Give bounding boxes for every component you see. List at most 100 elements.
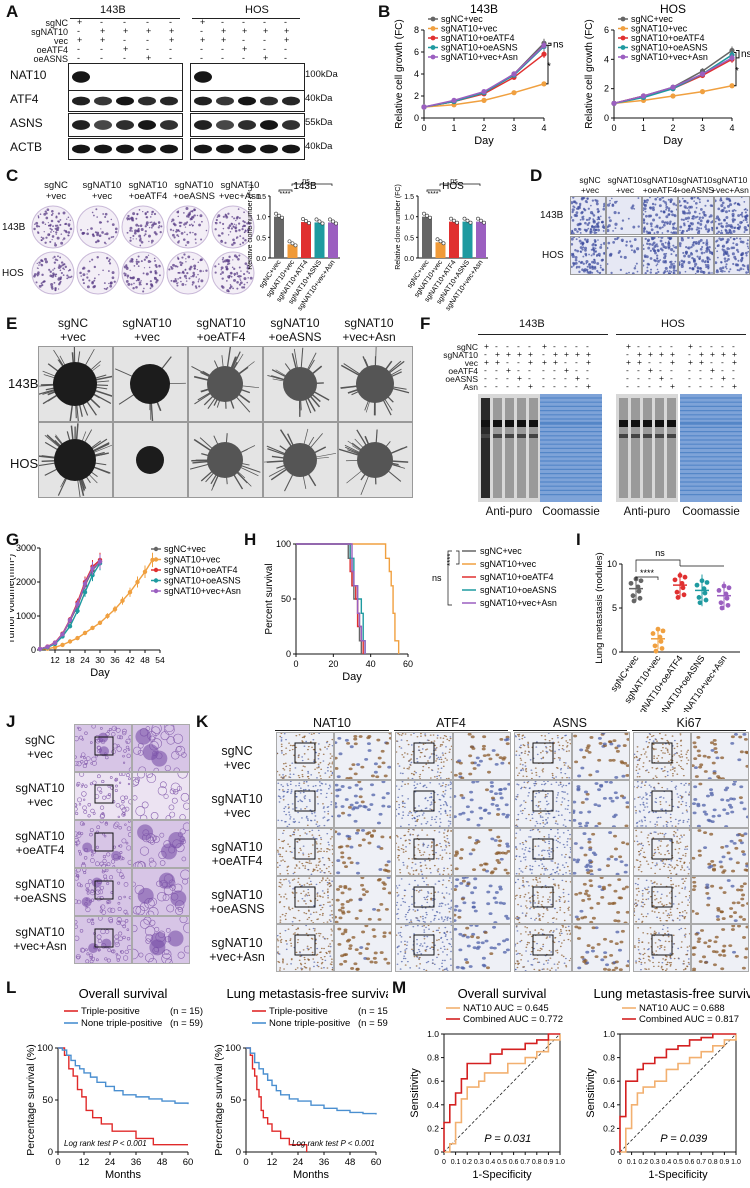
c-colony-dot (135, 217, 138, 220)
k-nucleus (419, 773, 422, 776)
k-nucleus (289, 816, 292, 818)
d-cell (686, 201, 689, 205)
k-nucleus (548, 740, 551, 742)
j-alveolus (122, 761, 126, 764)
bar-dot (320, 221, 325, 226)
f-sign: - (506, 357, 509, 367)
c-colony-dot (59, 219, 62, 221)
c-colony-dot (40, 236, 43, 239)
k-nucleus (515, 735, 517, 737)
sig-bracket (635, 576, 659, 580)
j-metastasis-nodule (170, 890, 187, 907)
d-cell (581, 197, 585, 200)
d-cell (690, 197, 694, 200)
k-nucleus (679, 794, 682, 797)
k-nucleus (528, 792, 530, 794)
c-colony-dot (50, 219, 54, 223)
d-cell (724, 270, 726, 273)
e-spheroid-tile (263, 346, 338, 422)
k-nucleus (647, 811, 650, 814)
j-alveolus (121, 728, 127, 734)
k-nucleus (515, 798, 518, 801)
d-cell (654, 272, 658, 274)
j-alveolus (102, 855, 107, 859)
k-nucleus (294, 829, 296, 831)
k-nucleus (611, 825, 616, 827)
k-nucleus (499, 796, 504, 800)
d-cell (727, 224, 731, 228)
k-nucleus (471, 781, 476, 784)
k-nucleus (641, 781, 644, 783)
c-colony-dot (57, 220, 61, 223)
k-nucleus (635, 810, 637, 812)
k-nucleus (688, 794, 690, 796)
c-colony-dot (243, 231, 246, 234)
a-blot-nat10-hos (190, 63, 305, 91)
a-band (116, 120, 134, 130)
c-colony-dot (60, 271, 63, 275)
k-nucleus (559, 769, 562, 771)
k-nucleus (312, 748, 315, 751)
c-colony-dot (157, 221, 161, 224)
k-nucleus (314, 815, 317, 817)
k-nucleus (659, 796, 661, 799)
c-colony-dot (233, 272, 237, 276)
data-point (703, 597, 709, 603)
d-cell (672, 271, 676, 274)
j-alveolus (86, 889, 90, 893)
bar-dot (328, 217, 332, 222)
f-sign: - (721, 381, 724, 391)
j-alveolus (77, 727, 82, 731)
d-cell (584, 249, 587, 252)
k-nucleus (657, 760, 660, 762)
c-well (211, 251, 255, 295)
k-nucleus (535, 820, 538, 823)
c-colony-dot (109, 281, 113, 285)
k-nucleus (293, 821, 296, 824)
d-cell (674, 260, 677, 263)
k-nucleus (304, 867, 307, 869)
e-spheroid-tile (38, 422, 113, 498)
a-sign-143b: - (123, 35, 126, 45)
j-alveolus (80, 948, 86, 953)
k-nucleus (709, 793, 714, 797)
d-cell (576, 230, 579, 233)
c-colony-dot (136, 229, 140, 233)
c-colony-dot (183, 212, 185, 214)
k-nucleus (634, 753, 636, 756)
d-cell (630, 244, 633, 248)
k-nucleus (367, 749, 372, 752)
d-cell (609, 202, 611, 205)
c-colony-dot (140, 284, 142, 286)
k-nucleus (433, 776, 436, 778)
k-nucleus (444, 812, 447, 814)
j-alveolus (116, 958, 121, 962)
data-point (729, 47, 735, 54)
k-nucleus (309, 800, 311, 802)
k-nucleus (443, 840, 446, 842)
d-cell (709, 204, 713, 207)
d-cell (643, 207, 644, 210)
d-row-hos: HOS (542, 250, 564, 261)
f-sign: + (586, 349, 591, 359)
k-nucleus (446, 804, 449, 807)
k-nucleus (643, 784, 646, 787)
d-transwell-tile (606, 196, 642, 235)
f-sign: - (659, 365, 662, 375)
k-nucleus (557, 814, 560, 817)
a-band (238, 96, 256, 106)
sig-label: ns (741, 49, 750, 60)
k-nucleus (315, 751, 317, 754)
k-nucleus (551, 776, 554, 779)
c-col-label: sgNC +vec (44, 180, 68, 202)
c-colony-dot (68, 234, 70, 237)
k-nucleus (277, 862, 279, 864)
bar (422, 216, 432, 258)
k-nucleus (468, 772, 473, 776)
k-nucleus (567, 767, 569, 769)
f-sign: + (553, 357, 558, 367)
k-nucleus (547, 812, 550, 815)
k-nucleus (674, 788, 677, 790)
c-colony-dot (198, 278, 200, 280)
k-nucleus (429, 804, 432, 806)
